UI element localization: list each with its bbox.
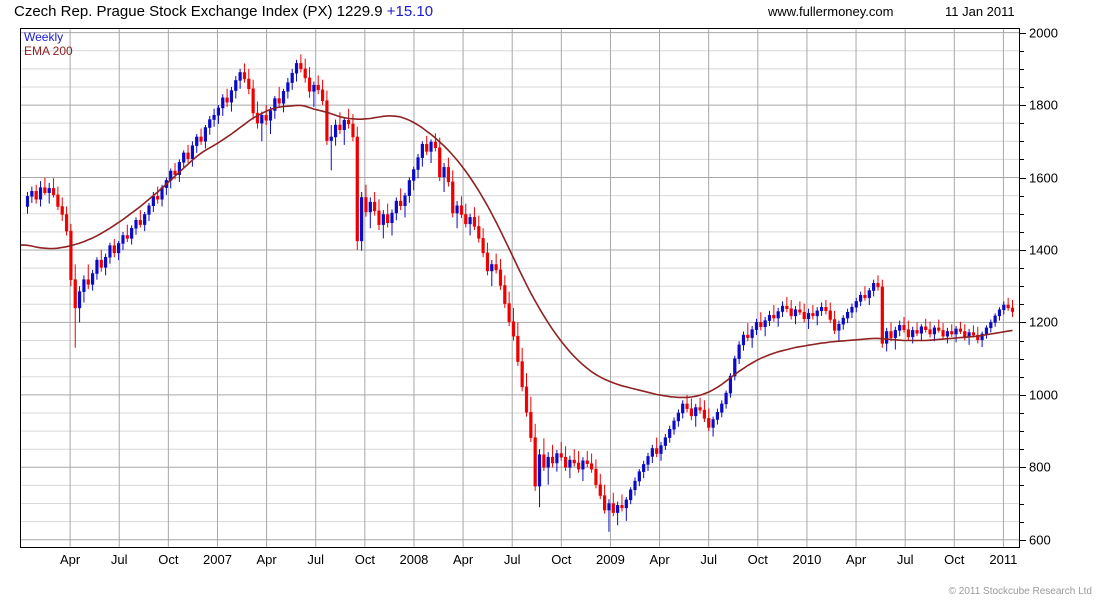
header: Czech Rep. Prague Stock Exchange Index (… (0, 0, 1100, 26)
y-axis-tick (1020, 394, 1026, 396)
x-axis-label: Apr (845, 552, 867, 567)
y-axis-tick (1020, 304, 1024, 306)
x-axis-label: 2007 (203, 552, 232, 567)
x-axis-label: 2010 (792, 552, 822, 567)
y-axis-tick (1020, 213, 1024, 215)
grid-layer (21, 29, 1019, 547)
y-axis-tick (1020, 358, 1024, 360)
x-axis-label: Oct (354, 552, 375, 567)
x-axis-label: Jul (896, 552, 914, 567)
y-axis-tick (1020, 268, 1024, 270)
y-axis-tick (1020, 32, 1026, 34)
y-axis-tick (1020, 195, 1024, 197)
y-axis-tick (1020, 322, 1026, 324)
y-axis-tick (1020, 449, 1024, 451)
x-axis-label: Apr (649, 552, 670, 567)
y-axis-tick (1020, 159, 1024, 161)
y-axis-label: 1800 (1029, 97, 1058, 113)
y-axis-tick (1020, 105, 1026, 107)
x-axis-label: 2009 (595, 552, 625, 567)
x-axis-label: Jul (110, 552, 128, 567)
y-axis-tick (1020, 86, 1024, 88)
y-axis-tick (1020, 249, 1026, 251)
y-axis-tick (1020, 431, 1024, 433)
site-url: www.fullermoney.com (768, 4, 894, 19)
legend-item-weekly: Weekly (24, 30, 64, 44)
x-axis-label: Jul (307, 552, 325, 567)
y-axis-tick (1020, 231, 1024, 233)
as-of-date: 11 Jan 2011 (945, 4, 1015, 19)
y-axis-label: 1200 (1029, 314, 1058, 330)
x-axis-label: Jul (700, 552, 717, 567)
x-axis-label: Oct (944, 552, 965, 567)
y-axis-label: 1600 (1029, 170, 1058, 186)
y-axis-tick (1020, 376, 1024, 378)
y-axis-label: 2000 (1029, 25, 1058, 41)
y-axis-label: 600 (1029, 532, 1051, 548)
x-axis-label: Oct (747, 552, 768, 567)
x-axis-label: Oct (551, 552, 572, 567)
y-axis-tick (1020, 50, 1024, 52)
y-axis-tick (1020, 485, 1024, 487)
x-axis-label: 2011 (989, 552, 1018, 567)
legend-item-ema200: EMA 200 (24, 44, 73, 58)
y-axis-tick (1020, 521, 1024, 523)
y-axis-tick (1020, 286, 1024, 288)
price-change: +15.10 (386, 3, 434, 20)
y-axis-tick (1020, 539, 1026, 541)
y-axis-tick (1020, 340, 1024, 342)
x-axis: Apr Jul Oct 2007 Apr Jul Oct 2008 Apr Jul Oct 2009 A… (0, 550, 1100, 576)
y-axis-tick (1020, 68, 1024, 70)
y-axis-tick (1020, 503, 1024, 505)
x-axis-label: 2008 (399, 552, 429, 567)
x-axis-label: Apr (256, 552, 277, 567)
y-axis-tick (1020, 412, 1024, 414)
chart-plot-area (20, 28, 1020, 548)
copyright-notice: © 2011 Stockcube Research Ltd (948, 586, 1092, 597)
x-axis-label: Apr (59, 552, 81, 567)
y-axis: 600 800 1000 1200 1400 1600 1800 2000 (1020, 25, 1100, 550)
y-axis-label: 1000 (1029, 387, 1058, 403)
x-axis-label: Oct (158, 552, 179, 567)
page-title: Czech Rep. Prague Stock Exchange Index (… (14, 3, 433, 20)
data-layer (21, 54, 1015, 532)
y-axis-tick (1020, 123, 1024, 125)
y-axis-tick (1020, 177, 1026, 179)
x-axis-label: Jul (503, 552, 521, 567)
x-axis-label: Apr (452, 552, 474, 567)
y-axis-label: 800 (1029, 459, 1051, 475)
chart-legend: Weekly EMA 200 (24, 30, 73, 58)
y-axis-tick (1020, 467, 1026, 469)
y-axis-label: 1400 (1029, 242, 1058, 258)
y-axis-tick (1020, 141, 1024, 143)
page-title-text: Czech Rep. Prague Stock Exchange Index (… (14, 3, 383, 20)
